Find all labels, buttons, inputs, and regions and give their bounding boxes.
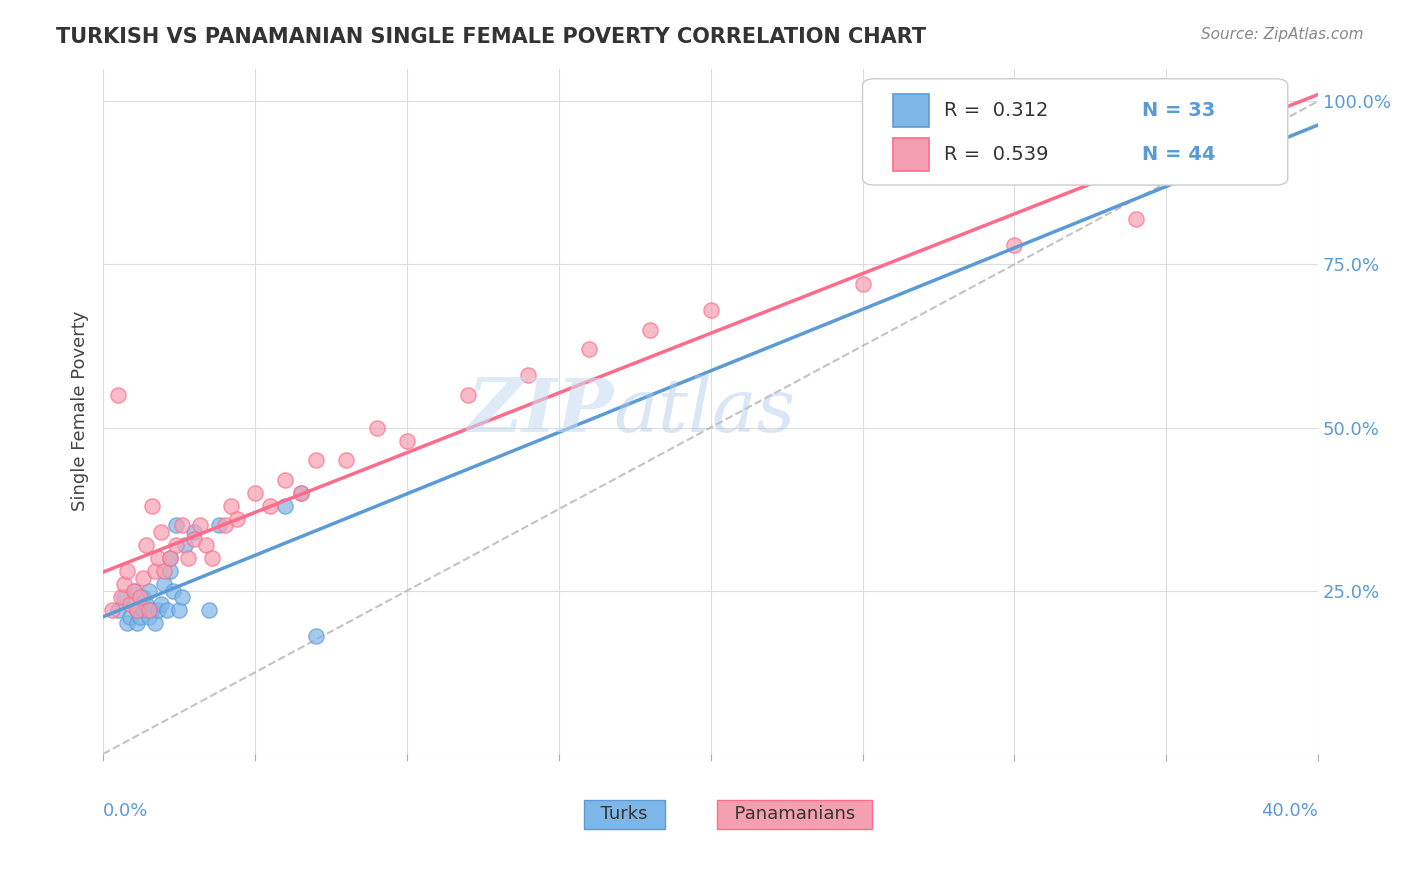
Text: atlas: atlas bbox=[613, 375, 796, 448]
Point bbox=[1002, 237, 1025, 252]
Point bbox=[125, 603, 148, 617]
Point bbox=[122, 597, 145, 611]
Point bbox=[699, 303, 721, 318]
Point bbox=[131, 603, 153, 617]
Point bbox=[120, 610, 142, 624]
Point bbox=[159, 551, 181, 566]
Point bbox=[201, 551, 224, 566]
Point bbox=[517, 368, 540, 383]
Point bbox=[135, 597, 157, 611]
Text: TURKISH VS PANAMANIAN SINGLE FEMALE POVERTY CORRELATION CHART: TURKISH VS PANAMANIAN SINGLE FEMALE POVE… bbox=[56, 27, 927, 46]
Point bbox=[259, 499, 281, 513]
Point bbox=[153, 577, 176, 591]
Text: 40.0%: 40.0% bbox=[1261, 802, 1319, 820]
Point bbox=[107, 603, 129, 617]
Text: Panamanians: Panamanians bbox=[723, 805, 866, 823]
Point bbox=[112, 591, 135, 605]
Point bbox=[131, 571, 153, 585]
Point bbox=[219, 499, 242, 513]
Point bbox=[851, 277, 873, 291]
Point bbox=[305, 453, 328, 467]
Point bbox=[149, 597, 172, 611]
Point bbox=[274, 499, 297, 513]
Point bbox=[143, 616, 166, 631]
Point bbox=[305, 630, 328, 644]
Text: Source: ZipAtlas.com: Source: ZipAtlas.com bbox=[1201, 27, 1364, 42]
Point bbox=[138, 583, 160, 598]
Point bbox=[135, 538, 157, 552]
Point bbox=[335, 453, 357, 467]
Text: 0.0%: 0.0% bbox=[103, 802, 149, 820]
Point bbox=[207, 518, 229, 533]
Point bbox=[125, 616, 148, 631]
FancyBboxPatch shape bbox=[893, 138, 929, 170]
Point bbox=[395, 434, 418, 448]
Point bbox=[214, 518, 236, 533]
Point bbox=[122, 583, 145, 598]
Point bbox=[149, 524, 172, 539]
Point bbox=[156, 603, 179, 617]
Point bbox=[112, 577, 135, 591]
Point bbox=[141, 499, 163, 513]
Point bbox=[128, 610, 150, 624]
Point bbox=[138, 603, 160, 617]
Point bbox=[107, 388, 129, 402]
FancyBboxPatch shape bbox=[862, 78, 1288, 185]
Y-axis label: Single Female Poverty: Single Female Poverty bbox=[72, 311, 89, 511]
Point bbox=[188, 518, 211, 533]
Point bbox=[195, 538, 218, 552]
Point bbox=[159, 551, 181, 566]
Point bbox=[290, 486, 312, 500]
Text: N = 44: N = 44 bbox=[1142, 145, 1215, 163]
Point bbox=[183, 532, 205, 546]
Text: R =  0.539: R = 0.539 bbox=[943, 145, 1049, 163]
Text: N = 33: N = 33 bbox=[1142, 101, 1215, 120]
Point bbox=[120, 597, 142, 611]
Text: Turks: Turks bbox=[589, 805, 659, 823]
Text: R =  0.312: R = 0.312 bbox=[943, 101, 1049, 120]
Point bbox=[167, 603, 190, 617]
Point bbox=[290, 486, 312, 500]
Point bbox=[165, 538, 187, 552]
Point bbox=[110, 591, 132, 605]
Point bbox=[177, 551, 200, 566]
Point bbox=[225, 512, 247, 526]
Point bbox=[198, 603, 221, 617]
Point bbox=[638, 323, 661, 337]
FancyBboxPatch shape bbox=[893, 95, 929, 128]
Point bbox=[153, 564, 176, 578]
Point bbox=[174, 538, 197, 552]
Point bbox=[143, 564, 166, 578]
Point bbox=[172, 518, 194, 533]
Point bbox=[146, 603, 169, 617]
Point bbox=[457, 388, 479, 402]
Point bbox=[274, 473, 297, 487]
Text: ZIP: ZIP bbox=[467, 375, 613, 448]
Point bbox=[117, 564, 139, 578]
Point bbox=[146, 551, 169, 566]
Point bbox=[101, 603, 124, 617]
Point bbox=[366, 420, 388, 434]
Point bbox=[117, 616, 139, 631]
Point bbox=[578, 343, 600, 357]
Point bbox=[165, 518, 187, 533]
Point bbox=[243, 486, 266, 500]
Point bbox=[128, 591, 150, 605]
Point bbox=[1125, 211, 1147, 226]
Point bbox=[159, 564, 181, 578]
Point bbox=[183, 524, 205, 539]
Point bbox=[162, 583, 184, 598]
Point bbox=[125, 603, 148, 617]
Point bbox=[141, 603, 163, 617]
Point bbox=[131, 591, 153, 605]
Point bbox=[138, 610, 160, 624]
Point bbox=[172, 591, 194, 605]
Point bbox=[122, 583, 145, 598]
